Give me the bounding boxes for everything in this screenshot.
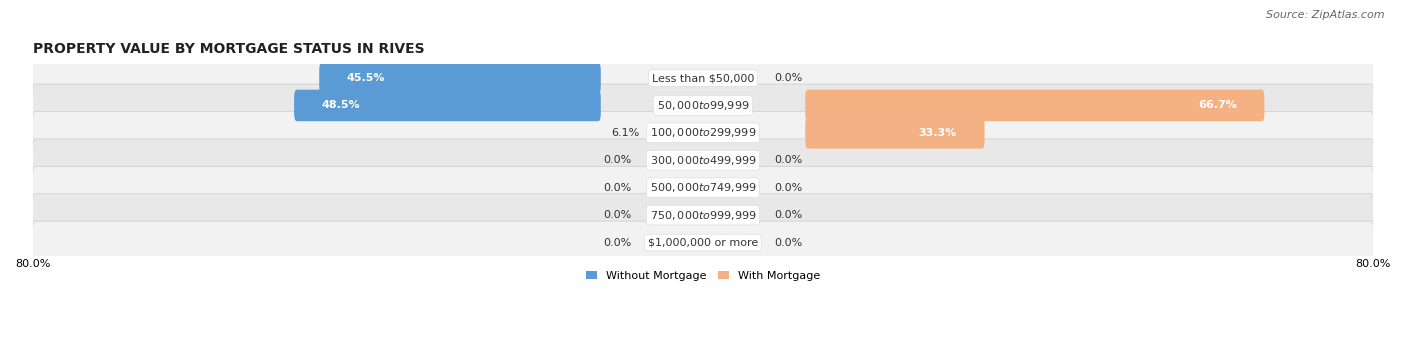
Text: 0.0%: 0.0% [603, 238, 631, 248]
Text: 0.0%: 0.0% [775, 155, 803, 165]
Legend: Without Mortgage, With Mortgage: Without Mortgage, With Mortgage [582, 266, 824, 285]
Text: 0.0%: 0.0% [603, 210, 631, 220]
FancyBboxPatch shape [32, 57, 1374, 99]
Text: PROPERTY VALUE BY MORTGAGE STATUS IN RIVES: PROPERTY VALUE BY MORTGAGE STATUS IN RIV… [32, 42, 425, 56]
FancyBboxPatch shape [32, 194, 1374, 237]
Text: Less than $50,000: Less than $50,000 [652, 73, 754, 83]
FancyBboxPatch shape [319, 62, 600, 94]
Text: 45.5%: 45.5% [347, 73, 385, 83]
Text: 0.0%: 0.0% [775, 238, 803, 248]
Text: 48.5%: 48.5% [322, 100, 360, 110]
Text: 66.7%: 66.7% [1198, 100, 1237, 110]
FancyBboxPatch shape [32, 221, 1374, 264]
Text: $750,000 to $999,999: $750,000 to $999,999 [650, 209, 756, 222]
Text: Source: ZipAtlas.com: Source: ZipAtlas.com [1267, 10, 1385, 20]
Text: 6.1%: 6.1% [612, 128, 640, 138]
FancyBboxPatch shape [294, 90, 600, 121]
Text: $500,000 to $749,999: $500,000 to $749,999 [650, 181, 756, 194]
FancyBboxPatch shape [32, 166, 1374, 209]
FancyBboxPatch shape [806, 117, 984, 149]
Text: $1,000,000 or more: $1,000,000 or more [648, 238, 758, 248]
Text: $100,000 to $299,999: $100,000 to $299,999 [650, 126, 756, 139]
FancyBboxPatch shape [32, 112, 1374, 154]
FancyBboxPatch shape [32, 139, 1374, 182]
Text: $50,000 to $99,999: $50,000 to $99,999 [657, 99, 749, 112]
Text: 0.0%: 0.0% [603, 155, 631, 165]
Text: 33.3%: 33.3% [918, 128, 957, 138]
Text: 0.0%: 0.0% [775, 73, 803, 83]
FancyBboxPatch shape [806, 90, 1264, 121]
Text: 0.0%: 0.0% [775, 210, 803, 220]
Text: 0.0%: 0.0% [603, 183, 631, 193]
Text: $300,000 to $499,999: $300,000 to $499,999 [650, 154, 756, 167]
FancyBboxPatch shape [32, 84, 1374, 127]
Text: 0.0%: 0.0% [775, 183, 803, 193]
